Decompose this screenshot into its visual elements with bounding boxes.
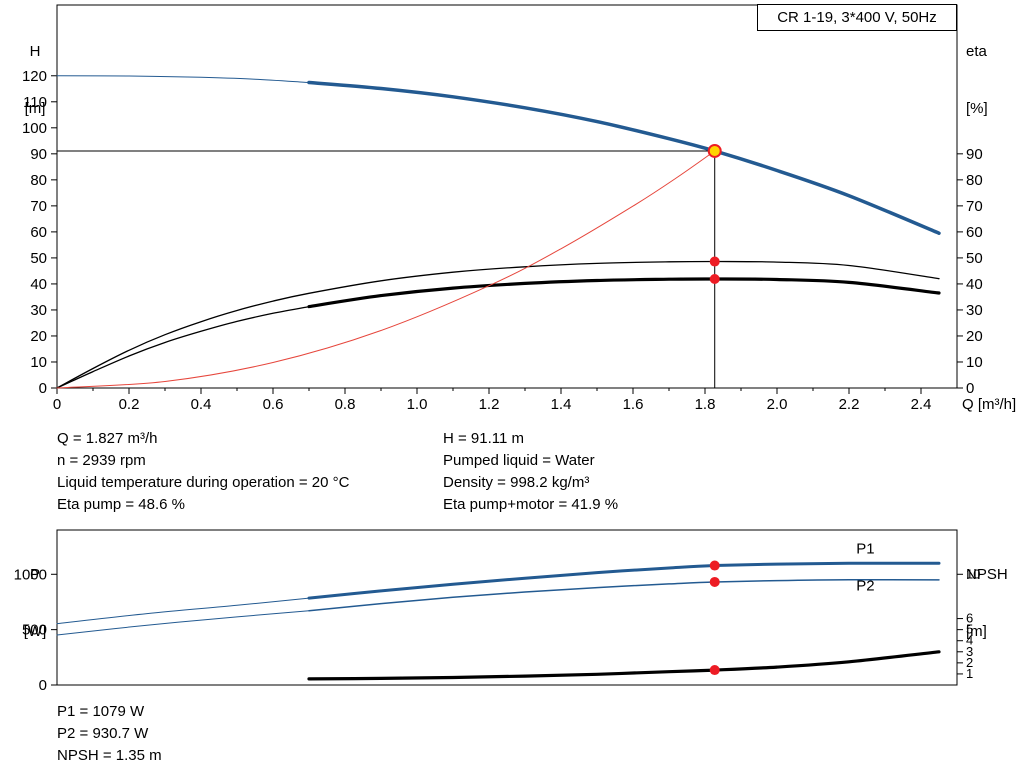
p1-curve <box>307 561 941 600</box>
series-label-P1: P1 <box>856 540 874 557</box>
info-line-q: Q = 1.827 m³/h <box>57 430 158 447</box>
x-tick-label: 1.6 <box>623 396 644 413</box>
p1-point <box>709 560 720 571</box>
info-line-p2: P2 = 930.7 W <box>57 725 149 742</box>
right-tick-label: 30 <box>966 302 983 319</box>
power-npsh-data-column: P1 = 1079 W P2 = 930.7 W NPSH = 1.35 m <box>57 701 162 767</box>
info-line-speed: n = 2939 rpm <box>57 452 146 469</box>
right-tick-label: 4 <box>966 633 973 648</box>
info-line-eta-pump: Eta pump = 48.6 % <box>57 496 185 513</box>
series-label-P2: P2 <box>856 578 874 595</box>
info-line-p1: P1 = 1079 W <box>57 703 145 720</box>
power-axis-label-unit: [W] <box>23 623 47 640</box>
flow-axis-label: Q [m³/h] <box>962 396 1017 413</box>
right-tick-label: 80 <box>966 172 983 189</box>
right-tick-label: 20 <box>966 328 983 345</box>
eta-axis-label: eta [%] <box>966 4 988 137</box>
power-axis-label-symbol: P <box>29 566 40 583</box>
left-tick-label: 1000 <box>14 566 47 583</box>
x-tick-label: 2.4 <box>911 396 932 413</box>
right-tick-label: 90 <box>966 146 983 163</box>
npsh-point <box>709 665 720 676</box>
left-tick-label: 0 <box>39 380 47 397</box>
x-tick-label: 2.0 <box>767 396 788 413</box>
x-tick-label: 0.4 <box>191 396 212 413</box>
x-tick-label: 0 <box>53 396 61 413</box>
right-tick-label: 3 <box>966 644 973 659</box>
x-tick-label: 2.2 <box>839 396 860 413</box>
x-tick-label: 1.4 <box>551 396 572 413</box>
plot-border <box>56 529 958 686</box>
duty-point <box>707 143 722 158</box>
power-axis-label: P [W] <box>15 527 55 660</box>
info-line-head: H = 91.11 m <box>443 430 525 447</box>
x-tick-label: 0.6 <box>263 396 284 413</box>
right-tick-label: 5 <box>966 622 973 637</box>
npsh-axis-label-unit: [m] <box>966 623 987 640</box>
right-tick-label: 0 <box>966 380 974 397</box>
right-tick-label: 10 <box>966 566 980 581</box>
left-tick-label: 50 <box>30 250 47 267</box>
p1-curve-thin <box>56 597 310 625</box>
right-tick-label: 70 <box>966 198 983 215</box>
left-tick-label: 100 <box>22 120 47 137</box>
npsh-curve <box>307 650 941 681</box>
right-tick-label: 40 <box>966 276 983 293</box>
x-tick-label: 1.8 <box>695 396 716 413</box>
info-line-density: Density = 998.2 kg/m³ <box>443 474 590 491</box>
left-tick-label: 30 <box>30 302 47 319</box>
eta-axis-label-symbol: eta <box>966 43 987 60</box>
system-curve <box>56 150 716 389</box>
info-line-eta-pump-motor: Eta pump+motor = 41.9 % <box>443 496 619 513</box>
right-tick-label: 1 <box>966 666 973 681</box>
info-line-pumped-liquid: Pumped liquid = Water <box>443 452 595 469</box>
head-axis-label-unit: [m] <box>24 100 46 117</box>
right-tick-label: 6 <box>966 611 973 626</box>
eta-pump-curve <box>56 260 940 389</box>
left-tick-label: 110 <box>23 94 47 111</box>
left-tick-label: 40 <box>30 276 47 293</box>
left-tick-label: 80 <box>30 172 47 189</box>
head-axis-label: H [m] <box>15 4 55 137</box>
head-axis-label-symbol: H <box>29 43 41 60</box>
head-curve <box>307 80 941 235</box>
right-tick-label: 50 <box>966 250 983 267</box>
operating-data-right-column: H = 91.11 m Pumped liquid = Water Densit… <box>443 428 618 516</box>
x-tick-label: 1.0 <box>407 396 428 413</box>
eta-pump-motor-point <box>709 273 720 284</box>
info-line-npsh: NPSH = 1.35 m <box>57 747 162 764</box>
right-tick-label: 60 <box>966 224 983 241</box>
right-tick-label: 10 <box>966 354 983 371</box>
eta-pump-motor-curve-thin <box>56 305 310 389</box>
x-tick-label: 0.8 <box>335 396 356 413</box>
p2-point <box>709 576 720 587</box>
pump-title-box: CR 1-19, 3*400 V, 50Hz <box>757 4 957 31</box>
p2-curve <box>308 578 940 612</box>
x-tick-label: 0.2 <box>119 396 140 413</box>
x-tick-label: 1.2 <box>479 396 500 413</box>
right-tick-label: 2 <box>966 655 973 670</box>
eta-axis-label-unit: [%] <box>966 100 988 117</box>
info-line-liquid-temperature: Liquid temperature during operation = 20… <box>57 474 350 491</box>
left-tick-label: 120 <box>22 68 47 85</box>
left-tick-label: 70 <box>30 198 47 215</box>
left-tick-label: 20 <box>30 328 47 345</box>
plot-border <box>56 4 958 389</box>
left-tick-label: 500 <box>22 622 47 639</box>
npsh-axis-label-symbol: NPSH <box>966 566 1008 583</box>
npsh-axis-label: NPSH [m] <box>966 527 1008 660</box>
eta-pump-point <box>709 256 720 267</box>
p2-curve-thin <box>56 610 310 636</box>
left-tick-label: 10 <box>30 354 47 371</box>
left-tick-label: 90 <box>30 146 47 163</box>
eta-pump-motor-curve <box>307 277 941 309</box>
operating-data-left-column: Q = 1.827 m³/h n = 2939 rpm Liquid tempe… <box>57 428 349 516</box>
left-tick-label: 60 <box>30 224 47 241</box>
head-curve-thin <box>56 75 310 83</box>
left-tick-label: 0 <box>39 677 47 694</box>
